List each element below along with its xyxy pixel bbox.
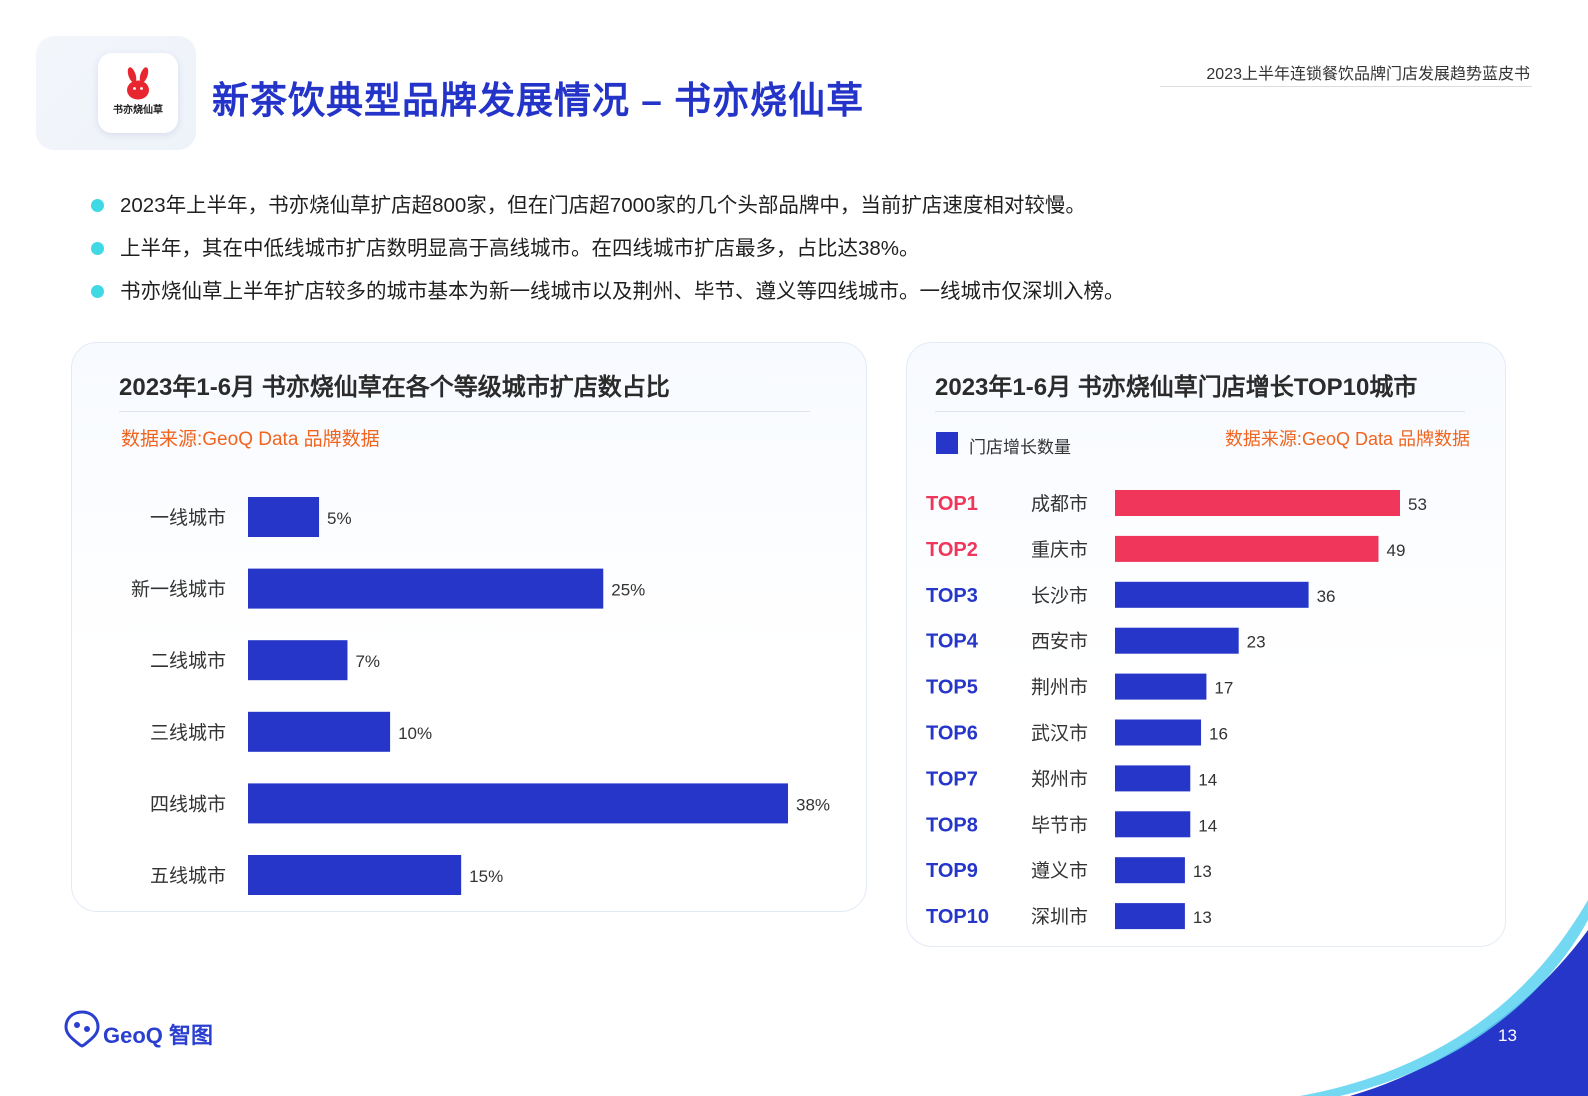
rank-label: TOP3 — [926, 585, 978, 607]
bar — [248, 568, 604, 609]
brand-logo: 书亦烧仙草 — [98, 53, 178, 133]
city-tier-bar-chart: 一线城市 5% 新一线城市 25% 二线城市 7% 三线城市 10% 四线城市 38% 五线城市 15… — [131, 497, 830, 895]
category-label: 毕节市 — [1031, 814, 1088, 836]
category-label: 四线城市 — [150, 793, 226, 815]
category-label: 武汉市 — [1031, 723, 1088, 745]
data-label: 13 — [1193, 862, 1212, 881]
geoq-logo-icon — [64, 1010, 100, 1048]
data-label: 7% — [355, 652, 380, 671]
data-label: 14 — [1198, 770, 1217, 789]
bar — [248, 711, 391, 752]
category-label: 三线城市 — [150, 722, 226, 744]
chart-divider — [935, 411, 1465, 412]
report-name: 2023上半年连锁餐饮品牌门店发展趋势蓝皮书 — [1206, 66, 1530, 83]
chart-title-city-tier: 2023年1-6月 书亦烧仙草在各个等级城市扩店数占比 — [119, 374, 670, 401]
rank-label: TOP4 — [926, 631, 979, 653]
footer-brand: GeoQ 智图 — [103, 1023, 214, 1048]
data-label: 17 — [1214, 679, 1233, 698]
bar — [1115, 581, 1309, 608]
category-label: 新一线城市 — [131, 579, 226, 601]
data-label: 13 — [1193, 908, 1212, 927]
bar — [1115, 535, 1379, 562]
data-label: 15% — [469, 867, 503, 886]
rank-label: TOP10 — [926, 906, 989, 928]
chart-title-top10: 2023年1-6月 书亦烧仙草门店增长TOP10城市 — [935, 374, 1418, 401]
rank-label: TOP1 — [926, 493, 978, 515]
rank-label: TOP6 — [926, 723, 978, 745]
legend-label: 门店增长数量 — [969, 438, 1071, 457]
data-label: 23 — [1247, 633, 1266, 652]
category-label: 西安市 — [1031, 631, 1088, 653]
rank-label: TOP9 — [926, 860, 978, 882]
bar — [1115, 627, 1239, 654]
top10-bar-chart: TOP1 成都市 53 TOP2 重庆市 49 TOP3 长沙市 36 TOP4 西安市 23 TOP5… — [926, 490, 1427, 930]
data-label: 36 — [1317, 587, 1336, 606]
corner-decoration — [1300, 900, 1588, 1096]
bar — [1115, 490, 1400, 516]
category-label: 长沙市 — [1031, 585, 1088, 607]
category-label: 一线城市 — [150, 507, 226, 529]
category-label: 成都市 — [1031, 493, 1088, 515]
bullet-item: 书亦烧仙草上半年扩店较多的城市基本为新一线城市以及荆州、毕节、遵义等四线城市。一… — [90, 278, 1125, 321]
chart-divider — [119, 411, 810, 412]
data-label: 10% — [398, 724, 432, 743]
summary-bullets: 2023年上半年，书亦烧仙草扩店超800家，但在门店超7000家的几个头部品牌中… — [90, 192, 1125, 321]
bar — [1115, 903, 1185, 930]
bar — [248, 855, 462, 895]
bar — [248, 497, 320, 537]
rank-label: TOP8 — [926, 814, 978, 836]
category-label: 遵义市 — [1031, 860, 1088, 882]
rank-label: TOP5 — [926, 677, 978, 699]
bar — [1115, 719, 1202, 746]
bar — [1115, 673, 1207, 700]
data-label: 5% — [327, 509, 352, 528]
bar — [1115, 765, 1191, 792]
bullet-item: 上半年，其在中低线城市扩店数明显高于高线城市。在四线城市扩店最多，占比达38%。 — [90, 235, 1125, 278]
data-label: 53 — [1408, 495, 1427, 514]
bullet-item: 2023年上半年，书亦烧仙草扩店超800家，但在门店超7000家的几个头部品牌中… — [90, 192, 1125, 235]
data-label: 25% — [611, 581, 645, 600]
bullet-dot-icon — [91, 242, 104, 255]
category-label: 深圳市 — [1031, 906, 1088, 928]
page-number: 13 — [1498, 1026, 1517, 1045]
report-underline — [1160, 86, 1532, 87]
bullet-dot-icon — [91, 285, 104, 298]
rank-label: TOP2 — [926, 539, 978, 561]
category-label: 郑州市 — [1031, 768, 1088, 790]
category-label: 五线城市 — [150, 865, 226, 887]
legend-swatch — [936, 432, 958, 454]
category-label: 二线城市 — [150, 650, 226, 672]
data-label: 16 — [1209, 725, 1228, 744]
category-label: 荆州市 — [1031, 677, 1088, 699]
bar — [1115, 857, 1185, 884]
rabbit-logo-icon — [127, 67, 149, 100]
logo-text: 书亦烧仙草 — [113, 105, 163, 116]
data-label: 38% — [796, 795, 830, 814]
data-source-left: 数据来源:GeoQ Data 品牌数据 — [121, 429, 380, 450]
page-title: 新茶饮典型品牌发展情况 – 书亦烧仙草 — [212, 80, 865, 121]
rank-label: TOP7 — [926, 768, 978, 790]
bullet-dot-icon — [91, 199, 104, 212]
data-label: 14 — [1198, 816, 1217, 835]
data-label: 49 — [1386, 541, 1405, 560]
bar — [248, 783, 788, 824]
bar — [248, 640, 348, 681]
category-label: 重庆市 — [1031, 539, 1088, 561]
bar — [1115, 811, 1191, 838]
data-source-right: 数据来源:GeoQ Data 品牌数据 — [1224, 429, 1470, 449]
